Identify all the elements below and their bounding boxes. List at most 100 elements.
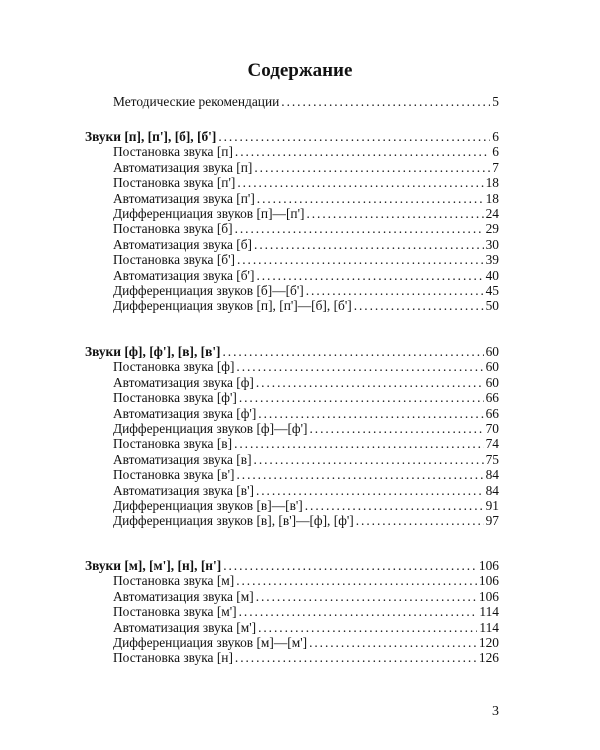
toc-entry-page: 40 [485,267,499,283]
toc-entry[interactable]: Автоматизация звука [п'] 18 [85,191,499,206]
toc-entry[interactable]: Постановка звука [ф'] 66 [85,390,499,405]
toc-entry-label: Дифференциация звуков [п]—[п'] [113,205,305,221]
toc-entry-label: Дифференциация звуков [в]—[в'] [113,497,303,513]
toc-entry-page: 84 [485,467,499,483]
dot-leader [356,513,484,528]
dot-leader [281,94,490,109]
toc-entry-label: Автоматизация звука [ф'] [113,405,257,421]
toc-entry-page: 97 [485,513,499,529]
toc-entry-page: 75 [485,451,499,467]
toc-entry[interactable]: Автоматизация звука [ф'] 66 [85,406,499,421]
toc-section-heading[interactable]: Звуки [п], [п'], [б], [б'] 6 [85,129,499,144]
toc-entry[interactable]: Дифференциация звуков [в], [в']—[ф], [ф'… [85,513,499,528]
toc-entry[interactable]: Автоматизация звука [б] 30 [85,237,499,252]
toc-entry[interactable]: Дифференциация звуков [ф]—[ф'] 70 [85,421,499,436]
toc-entry-page: 84 [485,482,499,498]
toc-entry[interactable]: Дифференциация звуков [п]—[п'] 24 [85,206,499,221]
toc-entry-page: 29 [485,221,499,237]
toc-entry-label: Постановка звука [б'] [113,252,235,268]
toc-entry-label: Автоматизация звука [в] [113,451,252,467]
toc-entry-label: Дифференциация звуков [б]—[б'] [113,282,304,298]
toc-entry-label: Автоматизация звука [б'] [113,267,255,283]
toc-entry[interactable]: Автоматизация звука [ф] 60 [85,375,499,390]
toc-entry[interactable]: Автоматизация звука [м'] 114 [85,620,499,635]
toc-entry-label: Методические рекомендации [113,94,280,109]
toc-section-heading[interactable]: Звуки [м], [м'], [н], [н'] 106 [85,558,499,573]
toc-entry-label: Автоматизация звука [ф] [113,374,254,390]
toc-entry-page: 18 [485,190,499,206]
toc-entry[interactable]: Постановка звука [н] 126 [85,650,499,665]
toc-intro: Методические рекомендации 5 [85,94,499,109]
toc-entry[interactable]: Методические рекомендации 5 [85,94,499,109]
toc-entry-label: Автоматизация звука [б] [113,236,253,252]
toc-entry[interactable]: Постановка звука [в] 74 [85,436,499,451]
toc-entry-page: 60 [485,374,499,390]
toc-entry-label: Дифференциация звуков [ф]—[ф'] [113,420,308,436]
toc-entry[interactable]: Автоматизация звука [б'] 40 [85,268,499,283]
toc-entry-label: Постановка звука [н] [113,650,233,666]
toc-entry-page: 66 [485,405,499,421]
dot-leader [239,604,478,619]
toc-entry-label: Постановка звука [ф'] [113,390,237,406]
toc-entry[interactable]: Постановка звука [ф] 60 [85,359,499,374]
dot-leader [223,558,477,573]
toc-entry-label: Автоматизация звука [м'] [113,619,257,635]
page-title: Содержание [247,60,353,81]
dot-leader [236,573,477,588]
toc-entry[interactable]: Постановка звука [м'] 114 [85,604,499,619]
toc-entry-page: 6 [492,144,499,160]
page-number: 3 [492,704,499,719]
dot-leader [256,589,477,604]
toc-entry-page: 6 [492,129,499,144]
dot-leader [254,237,484,252]
toc-entry-label: Дифференциация звуков [м]—[м'] [113,634,308,650]
dot-leader [237,252,484,267]
toc-entry[interactable]: Дифференциация звуков [п], [п']—[б], [б'… [85,298,499,313]
toc-entry-page: 114 [479,619,499,635]
dot-leader [234,436,484,451]
toc-entry-page: 45 [485,282,499,298]
toc-entry-page: 24 [485,205,499,221]
toc-entry-page: 70 [485,420,499,436]
toc-entry-label: Постановка звука [м] [113,573,235,589]
toc-entry[interactable]: Постановка звука [б'] 39 [85,252,499,267]
dot-leader [256,483,484,498]
toc-entry[interactable]: Постановка звука [в'] 84 [85,467,499,482]
toc-entry-page: 106 [478,573,499,589]
toc-entry[interactable]: Постановка звука [м] 106 [85,573,499,588]
toc-entry-label: Постановка звука [в'] [113,467,235,483]
toc-entry-label: Постановка звука [п'] [113,175,236,191]
toc-entry-page: 106 [478,558,499,573]
toc-entry-page: 91 [485,497,499,513]
toc-entry-label: Звуки [ф], [ф'], [в], [в'] [85,344,221,359]
toc-entry[interactable]: Автоматизация звука [в'] 84 [85,483,499,498]
toc-entry[interactable]: Постановка звука [п] 6 [85,144,499,159]
dot-leader [257,191,484,206]
dot-leader [235,650,477,665]
toc-entry-label: Звуки [м], [м'], [н], [н'] [85,558,222,573]
toc-entry-page: 5 [492,94,499,109]
dot-leader [306,206,483,221]
toc-entry[interactable]: Дифференциация звуков [м]—[м'] 120 [85,635,499,650]
toc-entry[interactable]: Автоматизация звука [м] 106 [85,589,499,604]
toc-entry-label: Автоматизация звука [п] [113,159,253,175]
dot-leader [236,359,483,374]
toc-entry-label: Автоматизация звука [п'] [113,190,255,206]
toc-entry-label: Постановка звука [м'] [113,604,237,620]
dot-leader [256,268,483,283]
toc-entry[interactable]: Дифференциация звуков [б]—[б'] 45 [85,283,499,298]
dot-leader [254,160,490,175]
toc-entry[interactable]: Автоматизация звука [п] 7 [85,160,499,175]
dot-leader [258,620,477,635]
toc-entry-label: Постановка звука [б] [113,221,233,237]
toc-section-heading[interactable]: Звуки [ф], [ф'], [в], [в'] 60 [85,344,499,359]
dot-leader [218,129,490,144]
toc-entry[interactable]: Постановка звука [б] 29 [85,221,499,236]
toc-entry[interactable]: Постановка звука [п'] 18 [85,175,499,190]
toc-entry-label: Постановка звука [п] [113,144,233,160]
toc-entry[interactable]: Автоматизация звука [в] 75 [85,452,499,467]
toc-entry[interactable]: Дифференциация звуков [в]—[в'] 91 [85,498,499,513]
dot-leader [306,283,484,298]
